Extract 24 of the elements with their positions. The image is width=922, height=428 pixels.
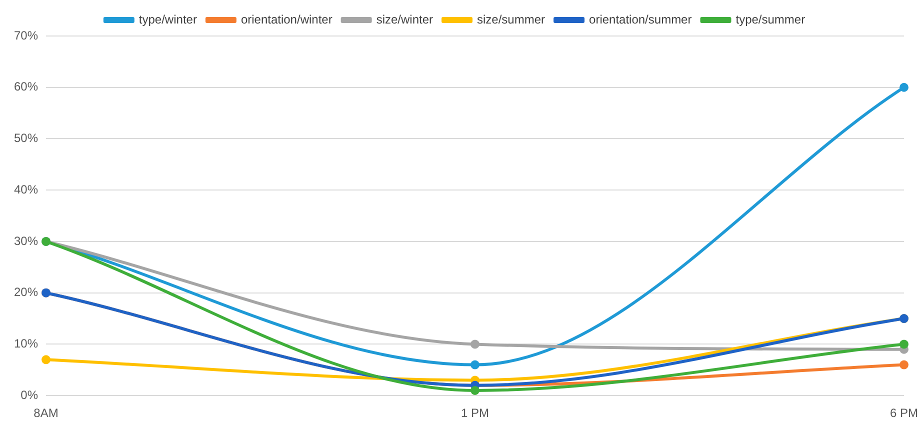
- point: [42, 355, 51, 364]
- y-tick-label: 30%: [14, 234, 38, 248]
- point: [470, 360, 480, 370]
- legend-label: size/summer: [477, 12, 546, 26]
- legend-label: orientation/summer: [589, 12, 692, 26]
- x-tick-label: 1 PM: [461, 406, 490, 420]
- legend-label: type/winter: [138, 12, 197, 26]
- point: [900, 340, 908, 349]
- y-tick-label: 10%: [14, 336, 38, 351]
- legend-label: type/summer: [736, 12, 806, 26]
- point: [900, 82, 908, 92]
- y-tick-label: 70%: [14, 28, 38, 42]
- point: [470, 340, 480, 349]
- point: [470, 386, 480, 395]
- y-tick-label: 60%: [14, 80, 38, 94]
- y-tick-label: 20%: [14, 285, 38, 300]
- y-tick-label: 0%: [20, 388, 38, 402]
- x-tick-label: 6 PM: [890, 406, 918, 420]
- x-tick-label: 8AM: [34, 406, 58, 420]
- y-tick-label: 50%: [14, 131, 38, 146]
- legend-label: size/winter: [376, 12, 434, 26]
- y-tick-label: 40%: [14, 182, 38, 196]
- legend-label: orientation/winter: [240, 12, 332, 26]
- point: [900, 360, 908, 370]
